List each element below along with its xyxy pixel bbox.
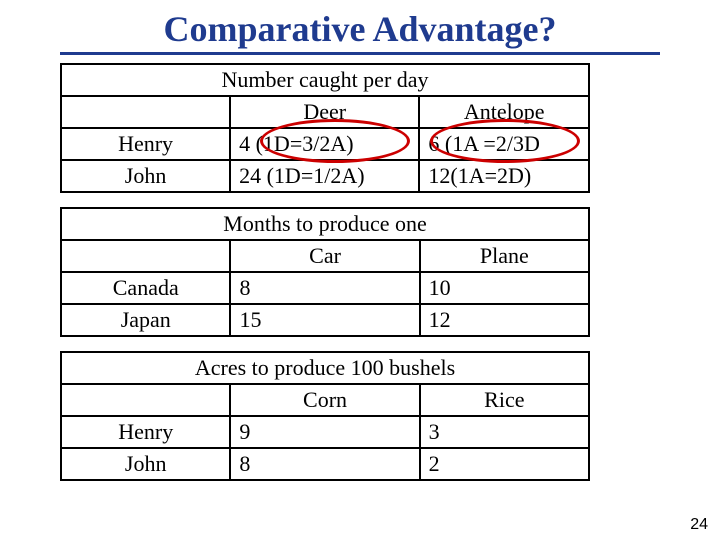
row-name: Henry (61, 416, 230, 448)
table-block-3: Acres to produce 100 bushels Corn Rice H… (60, 351, 690, 481)
row-val-a: 9 (230, 416, 419, 448)
table-1-blank (61, 96, 230, 128)
row-name: Henry (61, 128, 230, 160)
table-2-caption: Months to produce one (61, 208, 589, 240)
table-row: John 8 2 (61, 448, 589, 480)
page-title: Comparative Advantage? (60, 0, 660, 55)
table-1: Number caught per day Deer Antelope Henr… (60, 63, 590, 193)
row-name: John (61, 160, 230, 192)
row-val-b: 10 (420, 272, 589, 304)
row-val-b: 3 (420, 416, 589, 448)
table-3: Acres to produce 100 bushels Corn Rice H… (60, 351, 590, 481)
table-1-col-b: Antelope (419, 96, 589, 128)
row-val-b: 6 (1A =2/3D (419, 128, 589, 160)
table-row: John 24 (1D=1/2A) 12(1A=2D) (61, 160, 589, 192)
table-block-2: Months to produce one Car Plane Canada 8… (60, 207, 690, 337)
row-val-b: 12(1A=2D) (419, 160, 589, 192)
table-row: Canada 8 10 (61, 272, 589, 304)
row-val-a: 8 (230, 272, 419, 304)
row-val-a: 8 (230, 448, 419, 480)
table-block-1: Number caught per day Deer Antelope Henr… (60, 63, 690, 193)
row-name: Canada (61, 272, 230, 304)
table-row: Japan 15 12 (61, 304, 589, 336)
table-3-caption: Acres to produce 100 bushels (61, 352, 589, 384)
table-1-caption: Number caught per day (61, 64, 589, 96)
table-3-col-a: Corn (230, 384, 419, 416)
content-area: Number caught per day Deer Antelope Henr… (0, 55, 720, 481)
table-2: Months to produce one Car Plane Canada 8… (60, 207, 590, 337)
page-number: 24 (690, 516, 708, 534)
row-val-a: 24 (1D=1/2A) (230, 160, 419, 192)
table-2-col-a: Car (230, 240, 419, 272)
row-name: Japan (61, 304, 230, 336)
table-2-blank (61, 240, 230, 272)
row-val-a: 15 (230, 304, 419, 336)
table-1-col-a: Deer (230, 96, 419, 128)
row-val-a: 4 (1D=3/2A) (230, 128, 419, 160)
row-val-b: 12 (420, 304, 589, 336)
table-row: Henry 9 3 (61, 416, 589, 448)
table-3-col-b: Rice (420, 384, 589, 416)
table-3-blank (61, 384, 230, 416)
table-2-col-b: Plane (420, 240, 589, 272)
row-val-b: 2 (420, 448, 589, 480)
row-name: John (61, 448, 230, 480)
table-row: Henry 4 (1D=3/2A) 6 (1A =2/3D (61, 128, 589, 160)
